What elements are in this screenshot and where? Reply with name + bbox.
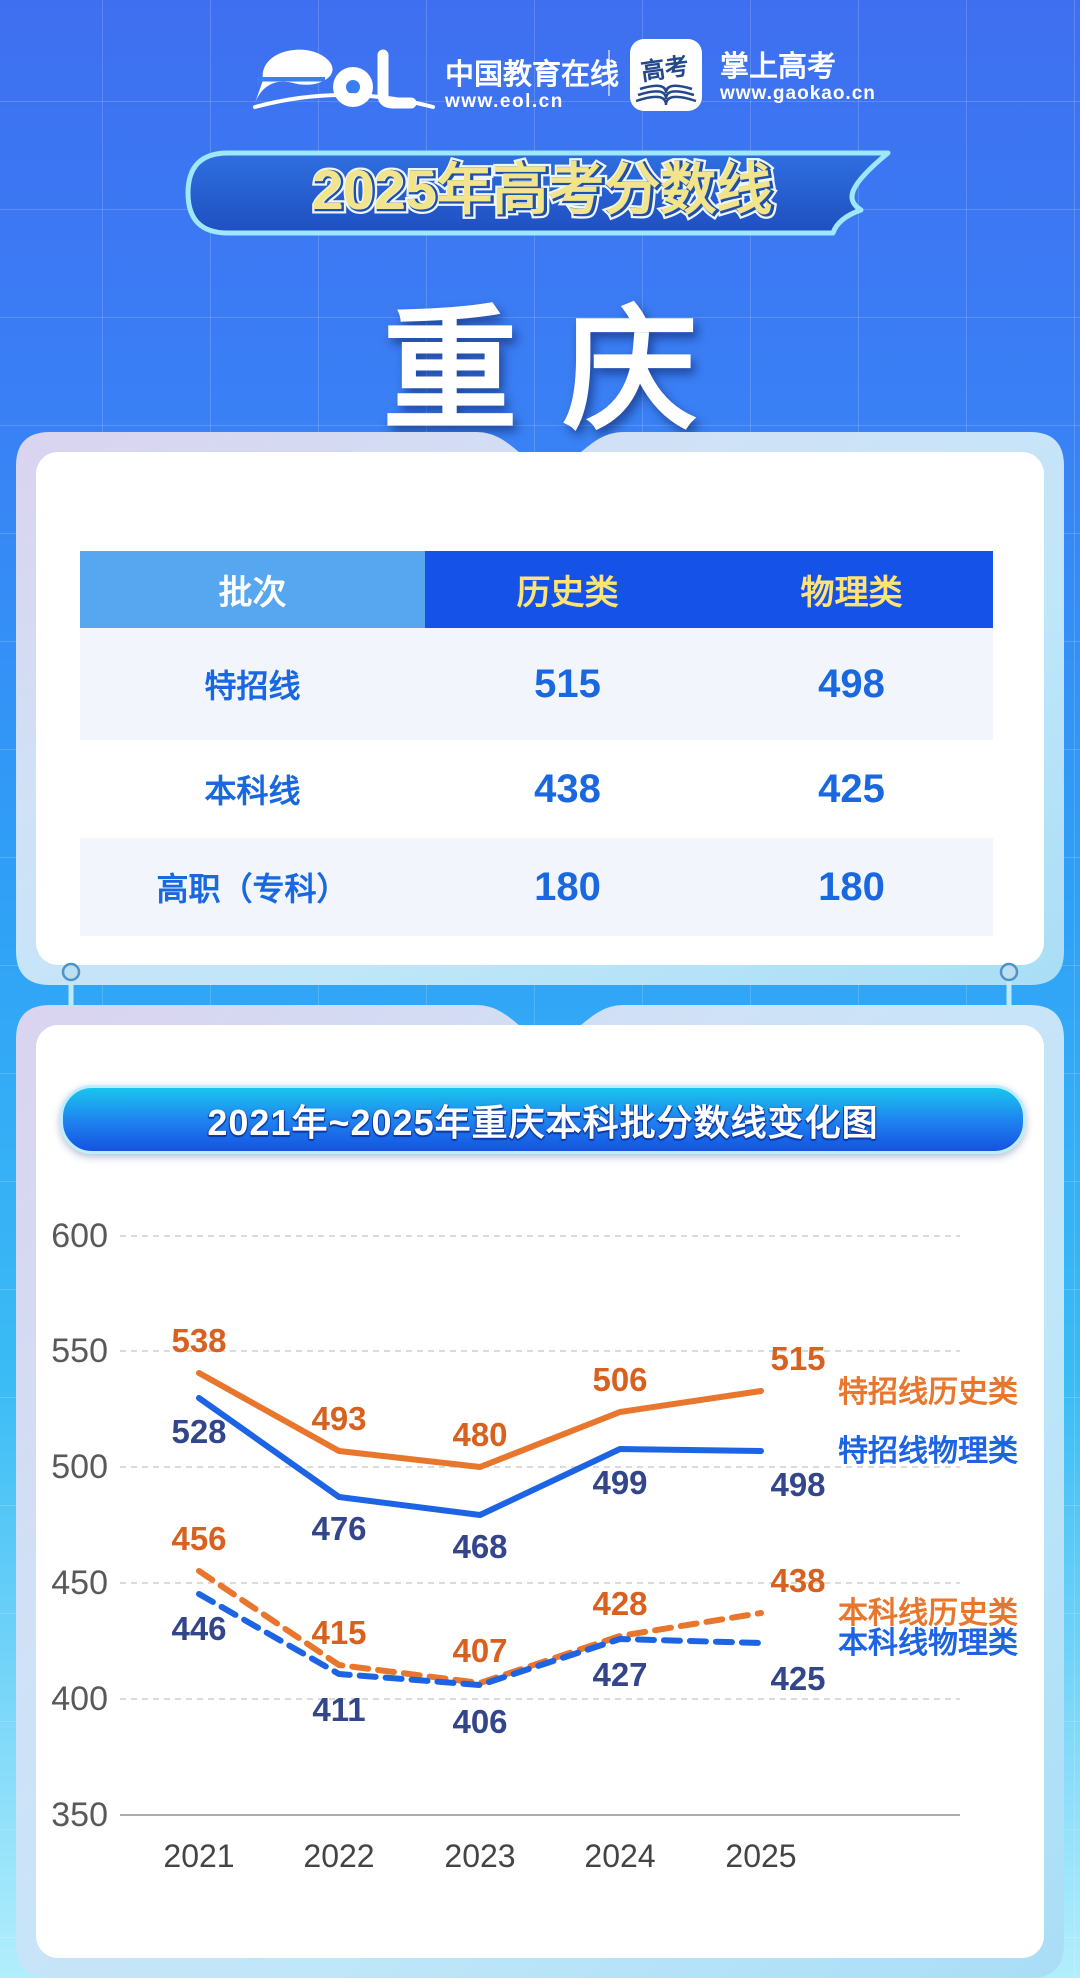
svg-text:427: 427 [592,1656,647,1693]
svg-text:2023: 2023 [444,1838,515,1874]
svg-text:476: 476 [311,1510,366,1547]
svg-text:498: 498 [770,1466,825,1503]
svg-text:400: 400 [51,1680,108,1718]
svg-text:493: 493 [311,1400,366,1437]
svg-text:2021: 2021 [163,1838,234,1874]
svg-text:450: 450 [51,1564,108,1602]
svg-text:411: 411 [312,1691,365,1728]
svg-text:350: 350 [51,1796,108,1834]
svg-text:425: 425 [770,1660,825,1697]
svg-text:438: 438 [770,1562,825,1599]
svg-text:特招线历史类: 特招线历史类 [838,1376,1018,1409]
svg-text:506: 506 [592,1361,647,1398]
svg-text:407: 407 [452,1632,507,1669]
svg-text:538: 538 [171,1322,226,1359]
svg-text:499: 499 [592,1464,647,1501]
svg-text:550: 550 [51,1332,108,1370]
svg-text:2024: 2024 [584,1838,655,1874]
svg-text:特招线物理类: 特招线物理类 [838,1435,1018,1468]
svg-text:2022: 2022 [303,1838,374,1874]
svg-text:本科线历史类: 本科线历史类 [838,1597,1018,1630]
svg-text:468: 468 [452,1528,507,1565]
svg-text:406: 406 [452,1703,507,1740]
svg-text:428: 428 [592,1585,647,1622]
svg-text:600: 600 [51,1217,108,1255]
svg-text:500: 500 [51,1448,108,1486]
svg-text:456: 456 [171,1520,226,1557]
svg-text:446: 446 [171,1610,226,1647]
svg-text:2025: 2025 [725,1838,796,1874]
svg-text:528: 528 [171,1413,226,1450]
svg-text:480: 480 [452,1416,507,1453]
svg-text:515: 515 [770,1340,825,1377]
svg-text:本科线物理类: 本科线物理类 [838,1627,1018,1660]
svg-text:415: 415 [311,1614,366,1651]
